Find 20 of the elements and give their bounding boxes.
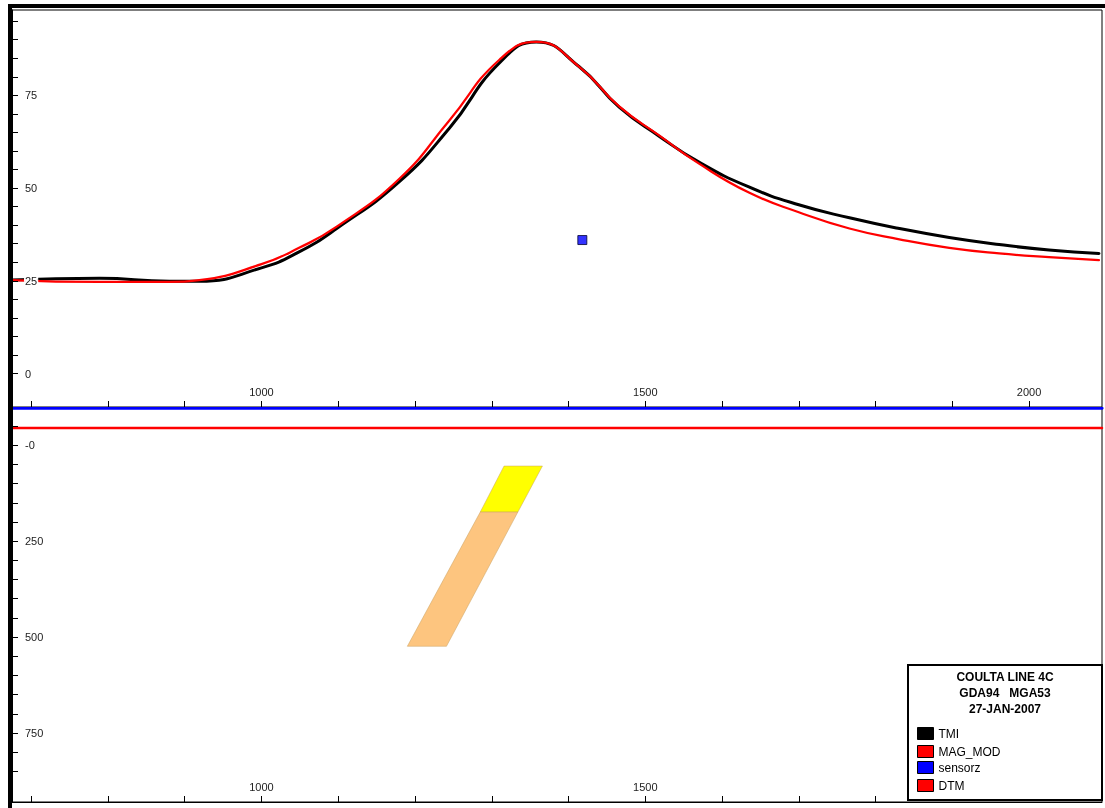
y-tick-label: 75 bbox=[25, 89, 38, 102]
annotation: GDA94 MGA53 bbox=[959, 686, 1052, 700]
y-tick-label: 0 bbox=[25, 367, 32, 380]
x-tick-label: 1500 bbox=[633, 780, 658, 793]
legend-label: TMI bbox=[938, 726, 960, 741]
y-tick-label: 500 bbox=[25, 631, 44, 644]
y-tick-label: 50 bbox=[25, 182, 38, 195]
x-tick-label: 1000 bbox=[249, 780, 274, 793]
y-tick-label: 250 bbox=[25, 535, 44, 548]
legend-label: DTM bbox=[938, 778, 965, 793]
x-tick-label: 1000 bbox=[249, 385, 274, 398]
annotation: 27-JAN-2007 bbox=[968, 702, 1042, 716]
annotation: COULTA LINE 4C bbox=[956, 670, 1054, 684]
y-tick-label: 750 bbox=[25, 726, 44, 739]
x-tick-label: 1500 bbox=[633, 385, 658, 398]
legend-label: sensorz bbox=[938, 760, 981, 775]
legend-label: MAG_MOD bbox=[938, 744, 1001, 759]
y-tick-label: 25 bbox=[25, 274, 38, 287]
y-tick-label: -0 bbox=[25, 439, 35, 452]
x-tick-label: 2000 bbox=[1016, 385, 1042, 398]
